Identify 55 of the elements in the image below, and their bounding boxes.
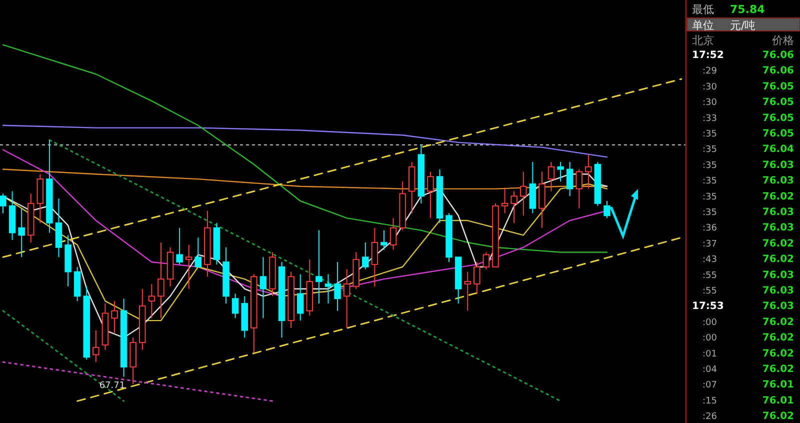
data-label: 76.02	[762, 254, 794, 266]
category-label: :37	[702, 239, 717, 250]
category-label: :07	[702, 380, 717, 391]
category-label: :30	[702, 82, 718, 92]
data-label: 76.02	[762, 191, 794, 202]
data-label: 76.02	[762, 332, 794, 344]
text: 元/吨	[730, 19, 756, 32]
text: 单位	[692, 19, 714, 32]
data-label: 76.05	[762, 97, 794, 108]
data-label: 76.02	[762, 411, 794, 422]
data-label: 76.01	[762, 380, 794, 391]
category-label: :00	[702, 318, 718, 328]
data-label: 76.02	[762, 316, 794, 328]
category-label: :35	[702, 160, 717, 171]
data-label: 76.03	[762, 160, 794, 171]
category-label: :33	[702, 114, 717, 124]
category-label: :35	[702, 176, 717, 187]
data-label: 76.06	[762, 50, 794, 61]
data-label: 76.03	[762, 301, 794, 312]
data-label: 76.06	[762, 66, 794, 77]
data-label: 76.02	[762, 364, 794, 375]
category-label: :35	[702, 130, 717, 140]
category-label: 17:52	[692, 50, 724, 61]
data-label: 76.03	[762, 207, 794, 218]
category-label: :55	[702, 270, 717, 281]
category-label: :55	[702, 286, 717, 296]
category-label: :29	[702, 66, 718, 77]
category-label: :30	[702, 98, 718, 108]
data-label: 76.02	[762, 348, 794, 360]
data-label: 76.03	[762, 270, 794, 281]
data-label: 76.05	[762, 128, 794, 140]
category-label: :35	[702, 192, 717, 202]
data-label: 76.03	[762, 286, 794, 296]
category-label: :15	[702, 396, 717, 406]
text: 75.84	[730, 3, 766, 16]
category-label: :35	[702, 145, 717, 156]
category-label: :26	[702, 412, 718, 422]
data-label: 76.04	[762, 144, 794, 156]
category-label: :43	[702, 255, 717, 266]
annotation: 67.71	[99, 381, 126, 391]
data-label: 76.01	[762, 395, 794, 406]
text: 价格	[771, 34, 794, 47]
category-label: :36	[702, 224, 718, 234]
category-label: :35	[702, 208, 717, 218]
category-label: 17:53	[692, 301, 724, 312]
category-label: :04	[702, 365, 718, 375]
data-label: 76.05	[762, 112, 794, 124]
data-label: 76.05	[762, 81, 794, 92]
data-label: 76.03	[762, 176, 794, 187]
data-label: 76.03	[762, 222, 794, 234]
text: 最低	[692, 3, 714, 16]
category-label: :00	[702, 334, 718, 344]
category-label: :01	[702, 349, 717, 360]
text: 北京	[692, 34, 714, 47]
data-label: 76.02	[762, 238, 794, 250]
